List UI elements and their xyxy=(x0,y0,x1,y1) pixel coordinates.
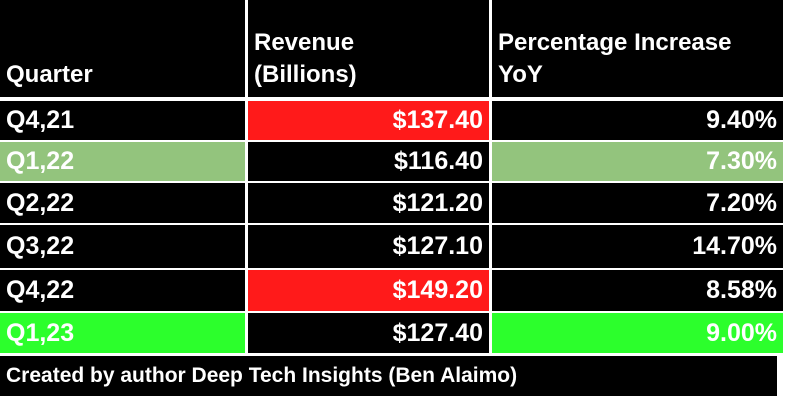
revenue-value: $127.10 xyxy=(392,232,483,260)
revenue-cell-2: $121.20 xyxy=(248,183,489,223)
revenue-cell-5: $127.40 xyxy=(248,313,489,353)
increase-value: 8.58% xyxy=(706,276,777,304)
quarter-cell-4: Q4,22 xyxy=(0,270,245,311)
header-text-increase-1: YoY xyxy=(498,61,543,88)
revenue-value: $121.20 xyxy=(392,188,483,217)
increase-value: 9.00% xyxy=(706,318,777,347)
quarter-value: Q1,22 xyxy=(6,147,75,175)
header-text-quarter-0: Quarter xyxy=(6,61,93,88)
header-cell-quarter: Quarter xyxy=(0,0,245,97)
quarter-value: Q1,23 xyxy=(6,318,75,347)
increase-cell-3: 14.70% xyxy=(492,225,783,268)
quarter-cell-5: Q1,23 xyxy=(0,313,245,353)
increase-value: 7.30% xyxy=(706,147,777,175)
increase-cell-1: 7.30% xyxy=(492,142,783,181)
header-text-increase-0: Percentage Increase xyxy=(498,29,732,56)
quarter-value: Q4,21 xyxy=(6,106,75,134)
quarter-cell-3: Q3,22 xyxy=(0,225,245,268)
increase-value: 7.20% xyxy=(706,188,777,217)
quarter-cell-1: Q1,22 xyxy=(0,142,245,181)
increase-cell-2: 7.20% xyxy=(492,183,783,223)
quarter-value: Q2,22 xyxy=(6,188,75,217)
quarter-cell-2: Q2,22 xyxy=(0,183,245,223)
revenue-value: $149.20 xyxy=(392,276,483,304)
footer-credit-text: Created by author Deep Tech Insights (Be… xyxy=(6,364,518,387)
revenue-cell-0: $137.40 xyxy=(248,101,489,140)
increase-value: 14.70% xyxy=(692,232,777,260)
revenue-cell-4: $149.20 xyxy=(248,270,489,311)
revenue-cell-3: $127.10 xyxy=(248,225,489,268)
quarter-value: Q3,22 xyxy=(6,232,75,260)
increase-cell-4: 8.58% xyxy=(492,270,783,311)
revenue-value: $116.40 xyxy=(394,147,483,175)
revenue-value: $127.40 xyxy=(392,318,483,347)
revenue-value: $137.40 xyxy=(392,106,483,134)
increase-cell-0: 9.40% xyxy=(492,101,783,140)
increase-cell-5: 9.00% xyxy=(492,313,783,353)
footer-credit: Created by author Deep Tech Insights (Be… xyxy=(0,356,777,396)
header-text-revenue-1: (Billions) xyxy=(254,61,357,88)
increase-value: 9.40% xyxy=(706,106,777,134)
header-text-revenue-0: Revenue xyxy=(254,29,355,56)
header-cell-revenue: Revenue (Billions) xyxy=(248,0,489,97)
quarter-cell-0: Q4,21 xyxy=(0,101,245,140)
revenue-cell-1: $116.40 xyxy=(248,142,489,181)
header-cell-increase: Percentage Increase YoY xyxy=(492,0,783,97)
quarter-value: Q4,22 xyxy=(6,276,75,304)
